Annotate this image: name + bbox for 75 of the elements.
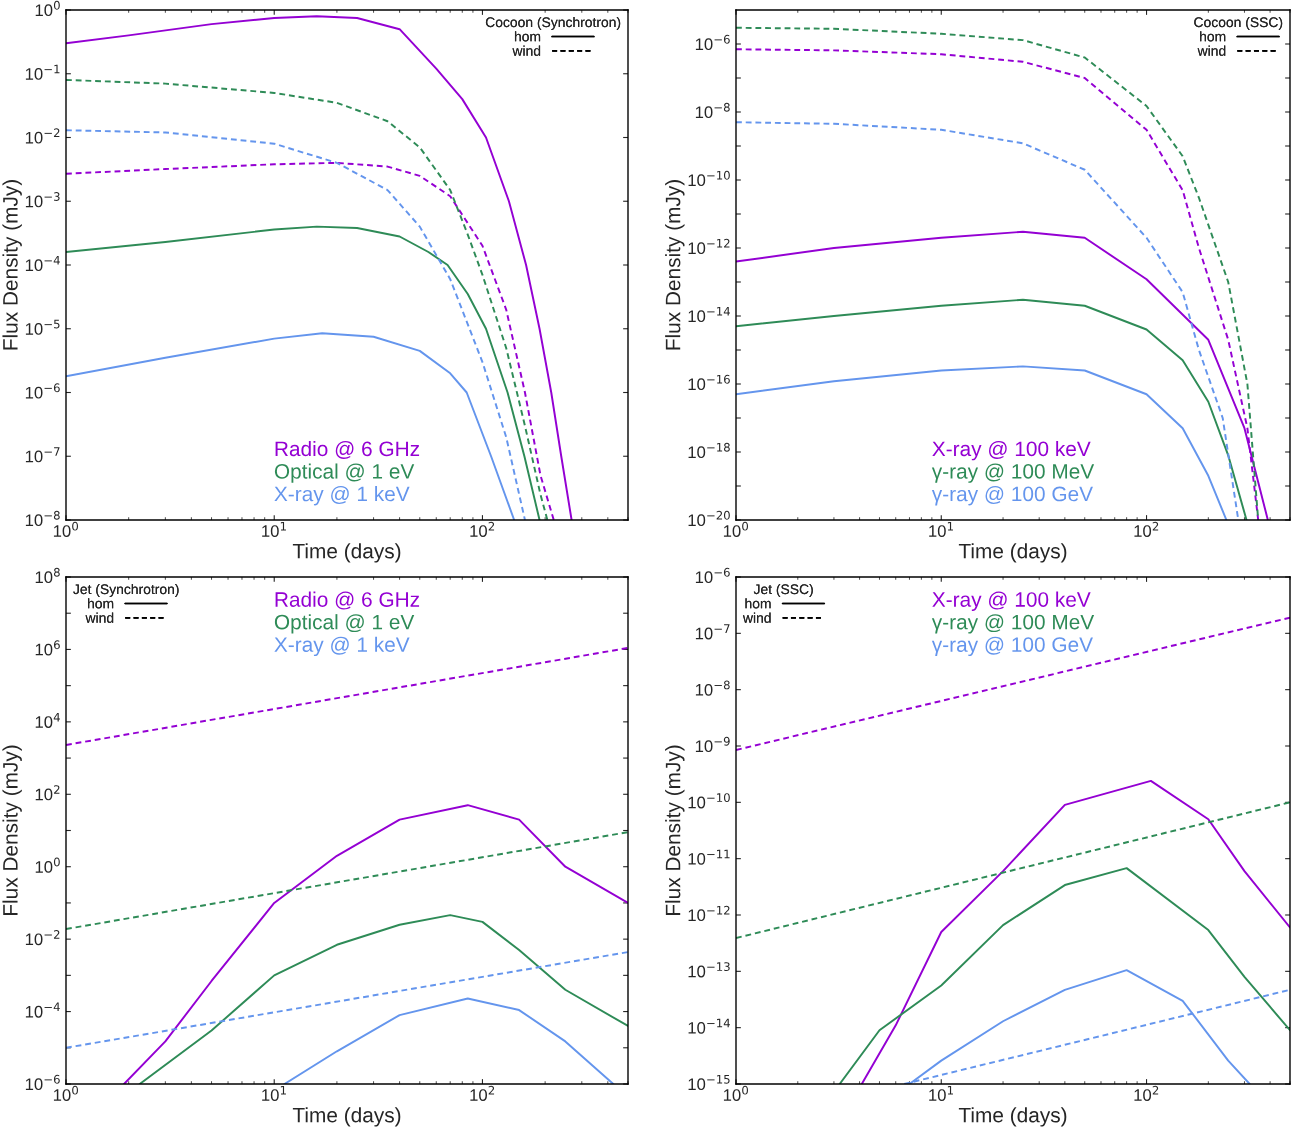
annotation: wind (512, 45, 541, 56)
y-tick-label: 10$^{−9}$ (695, 736, 730, 753)
y-tick-label: 10$^{−14}$ (688, 307, 730, 323)
y-tick-label: 10$^{−3}$ (25, 192, 60, 208)
text: Radio @ 6 GHz (275, 591, 420, 610)
annotation: hom (514, 31, 541, 42)
x-tick-label: 10$^{0}$ (723, 521, 749, 537)
y-tick-label: 10$^{2}$ (35, 785, 60, 801)
y-tick-label: 10$^{−8}$ (695, 680, 730, 696)
y-tick-label: 10$^{6}$ (35, 640, 60, 656)
x-axis-title: Time (days) (292, 543, 401, 563)
x-tick-label: 10$^{1}$ (262, 1085, 286, 1101)
y-tick-label: 10$^{4}$ (35, 712, 60, 728)
x-axis-title: Time (days) (958, 543, 1067, 563)
y-tick-label: 10$^{−6}$ (695, 567, 730, 584)
annotation: wind (1197, 45, 1226, 56)
y-tick-label: 10$^{−14}$ (688, 1018, 730, 1034)
x-tick-label: 10$^{1}$ (262, 521, 286, 537)
y-tick-label: 10$^{−4}$ (25, 256, 60, 272)
text: X-ray @ 100 keV (932, 440, 1091, 461)
text: γ-ray @ 100 GeV (931, 636, 1093, 657)
legend-title: Cocoon (Synchrotron) (485, 16, 621, 30)
y-tick-label: 10$^{−10}$ (688, 793, 730, 809)
y-tick-label: 10$^{−12}$ (688, 238, 730, 255)
y-tick-label: 10$^{−6}$ (25, 383, 60, 399)
y-tick-label: 10$^{−8}$ (695, 102, 730, 119)
legend-title: Jet (SSC) (753, 583, 813, 597)
annotation: wind (85, 612, 114, 623)
annotation: wind (742, 612, 771, 623)
y-tick-label: 10$^{0}$ (35, 0, 60, 17)
text: X-ray @ 1 keV (274, 486, 410, 506)
y-tick-label: 10$^{−16}$ (688, 374, 730, 391)
x-axis-title: Time (days) (292, 1107, 401, 1127)
y-tick-label: 10$^{−2}$ (25, 930, 60, 946)
x-tick-label: 10$^{1}$ (929, 1085, 953, 1101)
legend-title: Cocoon (SSC) (1194, 16, 1283, 30)
y-tick-label: 10$^{8}$ (35, 567, 60, 584)
text: γ-ray @ 100 MeV (931, 614, 1095, 634)
y-tick-label: 10$^{−7}$ (695, 624, 730, 640)
text: Radio @ 6 GHz (275, 440, 420, 459)
x-tick-label: 10$^{2}$ (1134, 1085, 1159, 1101)
y-tick-label: 10$^{−2}$ (25, 128, 60, 144)
x-tick-label: 10$^{2}$ (470, 1085, 495, 1101)
y-tick-label: 10$^{−10}$ (688, 170, 730, 187)
legend-title: Jet (Synchrotron) (73, 583, 179, 597)
y-tick-label: 10$^{−12}$ (688, 905, 730, 922)
y-tick-label: 10$^{−5}$ (25, 319, 60, 335)
annotation: hom (88, 598, 114, 609)
text: Optical @ 1 eV (274, 614, 415, 634)
x-tick-label: 10$^{0}$ (53, 1085, 79, 1101)
x-tick-label: 10$^{1}$ (929, 521, 953, 537)
x-tick-label: 10$^{2}$ (470, 521, 495, 537)
annotation: hom (745, 598, 771, 609)
x-axis-title: Time (days) (958, 1107, 1067, 1127)
y-axis-title: Flux Density (mJy) (2, 180, 22, 350)
text: γ-ray @ 100 GeV (931, 486, 1093, 506)
y-tick-label: 10$^{−7}$ (25, 447, 60, 463)
x-tick-label: 10$^{0}$ (723, 1085, 749, 1101)
y-tick-label: 10$^{−4}$ (25, 1002, 60, 1018)
x-tick-label: 10$^{2}$ (1134, 521, 1159, 537)
y-axis-title: Flux Density (mJy) (2, 745, 22, 916)
y-tick-label: 10$^{0}$ (35, 857, 60, 873)
y-axis-title: Flux Density (mJy) (665, 745, 685, 916)
text: γ-ray @ 100 MeV (931, 463, 1095, 483)
y-tick-label: 10$^{−6}$ (695, 34, 730, 51)
annotation: hom (1200, 31, 1226, 42)
y-tick-label: 10$^{−18}$ (688, 442, 730, 459)
y-tick-label: 10$^{−11}$ (688, 849, 730, 865)
y-tick-label: 10$^{−13}$ (688, 962, 730, 978)
text: Optical @ 1 eV (274, 463, 415, 483)
y-tick-label: 10$^{−1}$ (25, 64, 60, 80)
text: X-ray @ 100 keV (932, 591, 1091, 611)
text: X-ray @ 1 keV (274, 636, 410, 657)
x-tick-label: 10$^{0}$ (53, 521, 79, 537)
y-axis-title: Flux Density (mJy) (665, 180, 685, 350)
